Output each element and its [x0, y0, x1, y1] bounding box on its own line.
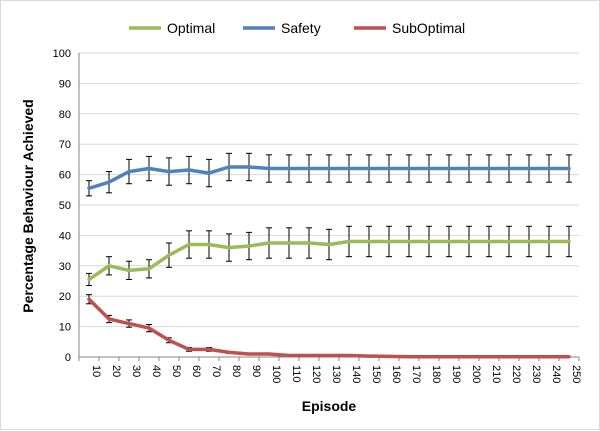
x-tick-label-240: 240: [550, 365, 562, 383]
y-tick-label-60: 60: [59, 170, 71, 182]
series-line-suboptimal: [87, 297, 571, 359]
series-layer: [86, 152, 572, 359]
series-line-safety: [87, 165, 571, 191]
x-tick-labels: 10 20 30 40 50 60 70 80 90 100 110 120 130 140 150 160 1…: [90, 365, 582, 383]
x-axis-title: Episode: [302, 398, 357, 414]
legend-label-safety: Safety: [281, 20, 321, 36]
x-tick-label-230: 230: [530, 365, 542, 383]
series-safety: [86, 152, 572, 197]
x-tick-label-100: 100: [270, 365, 282, 383]
x-tick-label-110: 110: [290, 365, 302, 383]
x-tick-label-220: 220: [510, 365, 522, 383]
legend-label-suboptimal: SubOptimal: [392, 20, 465, 36]
x-tick-label-40: 40: [150, 365, 162, 377]
x-tick-label-180: 180: [430, 365, 442, 383]
y-tick-label-100: 100: [53, 48, 71, 60]
x-tick-label-120: 120: [310, 365, 322, 383]
series-line-optimal: [87, 239, 571, 282]
x-tick-label-200: 200: [470, 365, 482, 383]
x-tick-label-150: 150: [370, 365, 382, 383]
y-tick-label-70: 70: [59, 139, 71, 151]
x-tick-label-190: 190: [450, 365, 462, 383]
x-tick-label-70: 70: [210, 365, 222, 377]
x-tick-label-60: 60: [190, 365, 202, 377]
gridlines: [79, 52, 579, 328]
legend-label-optimal: Optimal: [167, 20, 215, 36]
y-tick-label-80: 80: [59, 109, 71, 121]
y-tick-label-40: 40: [59, 230, 71, 242]
y-axis-title: Percentage Behaviour Achieved: [20, 99, 36, 312]
axes: [78, 53, 580, 361]
y-tick-label-0: 0: [65, 352, 71, 364]
y-tick-labels: 0 10 20 30 40 50 60 70 80 90 100: [53, 48, 71, 364]
x-tick-label-130: 130: [330, 365, 342, 383]
x-tick-label-80: 80: [230, 365, 242, 377]
x-tick-label-90: 90: [250, 365, 262, 377]
y-tick-label-50: 50: [59, 200, 71, 212]
y-tick-label-10: 10: [59, 322, 71, 334]
x-tick-label-50: 50: [170, 365, 182, 377]
series-suboptimal: [86, 294, 571, 359]
x-tick-label-140: 140: [350, 365, 362, 383]
series-optimal: [86, 225, 572, 287]
x-tick-label-30: 30: [130, 365, 142, 377]
x-tick-label-10: 10: [90, 365, 102, 377]
y-tick-label-90: 90: [59, 78, 71, 90]
x-tick-label-20: 20: [110, 365, 122, 377]
x-tick-label-160: 160: [390, 365, 402, 383]
legend: Optimal Safety SubOptimal: [129, 20, 465, 36]
x-tick-label-210: 210: [490, 365, 502, 383]
x-tick-label-250: 250: [570, 365, 582, 383]
y-tick-label-20: 20: [59, 291, 71, 303]
y-tick-label-30: 30: [59, 261, 71, 273]
x-tick-label-170: 170: [410, 365, 422, 383]
